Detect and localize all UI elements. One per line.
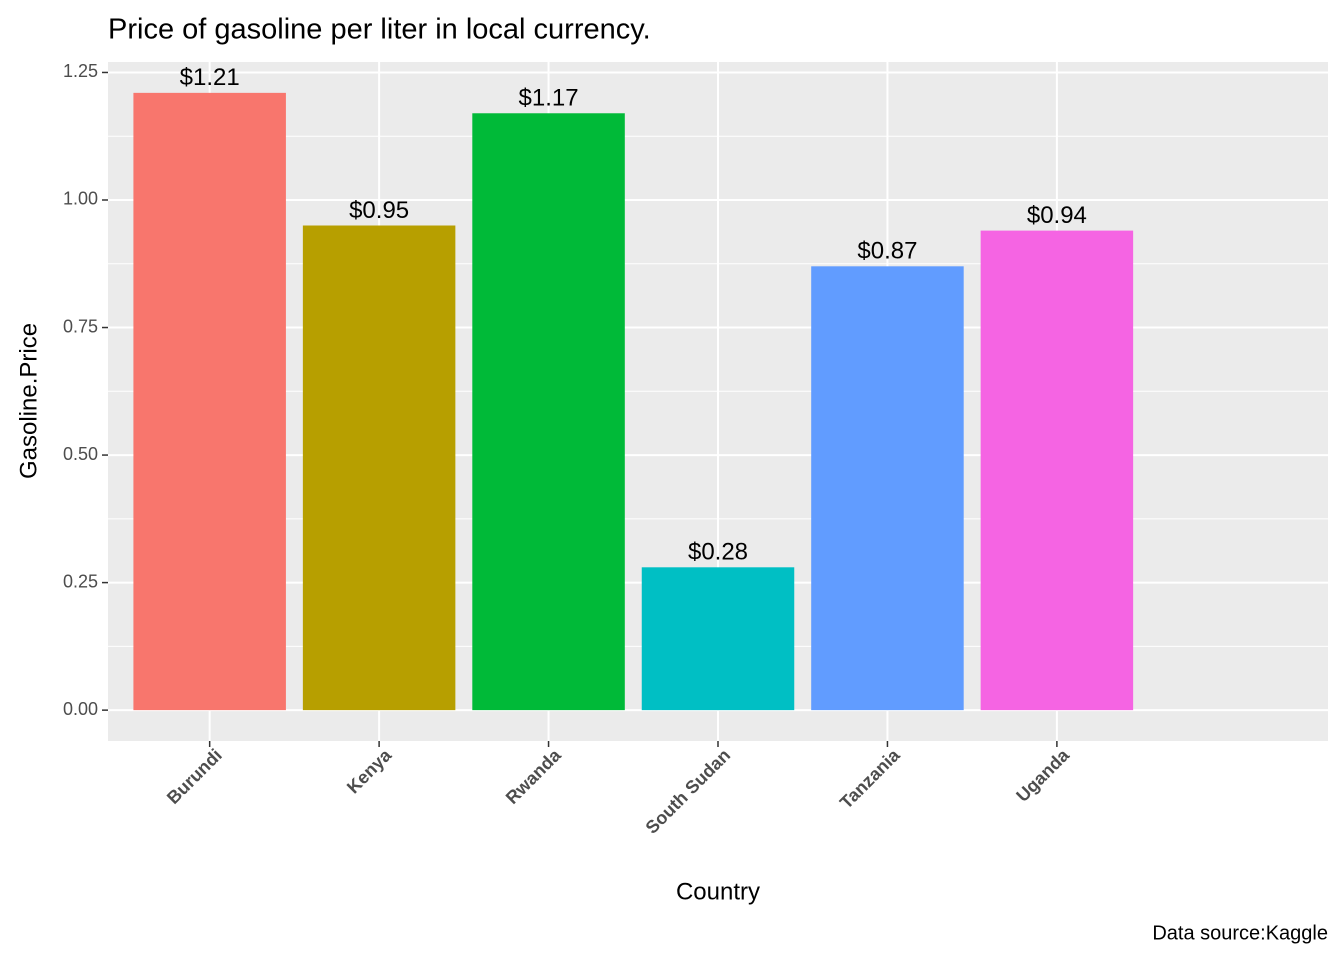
x-tick-label: Burundi	[163, 745, 226, 808]
bar	[811, 266, 964, 711]
y-tick-label: 0.00	[63, 699, 98, 719]
y-tick-label: 1.00	[63, 189, 98, 209]
x-tick-label: Tanzania	[836, 744, 904, 812]
bar	[641, 567, 795, 711]
caption: Data source:Kaggle	[1152, 922, 1328, 944]
data-label: $0.28	[688, 539, 748, 566]
data-label: $0.95	[349, 197, 409, 224]
data-label: $0.87	[857, 238, 917, 265]
bar	[302, 225, 456, 711]
bar	[472, 113, 625, 711]
x-tick-label: South Sudan	[642, 745, 735, 838]
x-axis-title: Country	[676, 878, 760, 905]
data-label: $0.94	[1027, 202, 1087, 229]
y-tick-label: 0.50	[63, 444, 98, 464]
x-tick-label: Kenya	[343, 744, 396, 797]
data-label: $1.21	[180, 64, 240, 91]
chart-title: Price of gasoline per liter in local cur…	[108, 14, 651, 46]
y-tick-label: 0.75	[63, 316, 98, 336]
data-label: $1.17	[519, 85, 579, 112]
y-tick-label: 1.25	[63, 61, 98, 81]
y-axis-title: Gasoline.Price	[15, 323, 42, 479]
bar	[980, 230, 1134, 711]
bar	[133, 92, 286, 711]
x-tick-label: Rwanda	[502, 744, 566, 808]
y-tick-label: 0.25	[63, 571, 98, 591]
x-tick-label: Uganda	[1012, 744, 1074, 806]
